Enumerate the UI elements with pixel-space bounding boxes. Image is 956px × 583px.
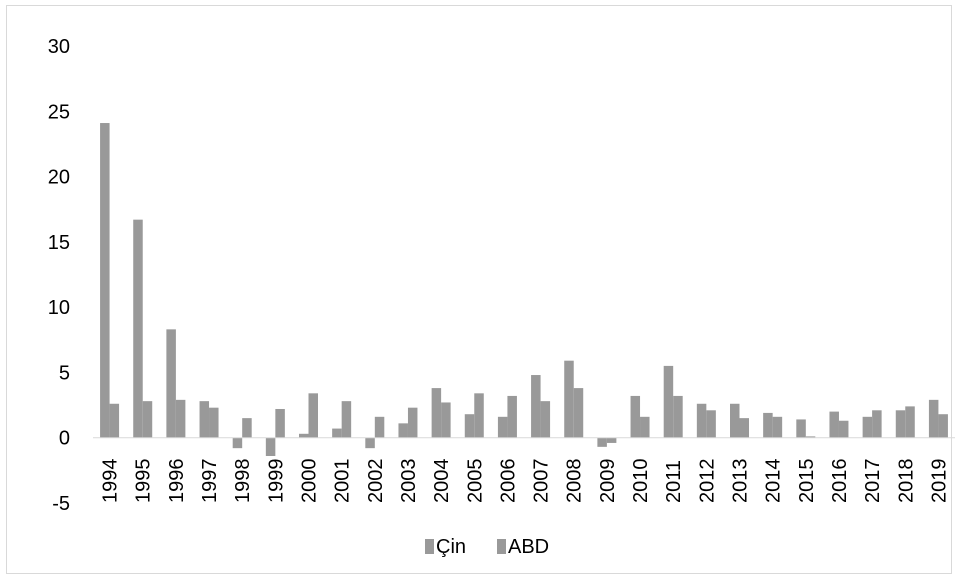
bars (100, 123, 948, 456)
x-tick-label: 2018 (895, 459, 917, 504)
bar-abd-2007 (540, 401, 551, 438)
y-tick-label: 20 (48, 167, 70, 189)
bar-abd-2016 (838, 420, 849, 438)
bar-cin-2012 (696, 403, 707, 438)
bar-abd-1994 (109, 403, 120, 438)
x-tick-label: 2017 (862, 459, 884, 504)
x-tick-label: 2006 (497, 459, 519, 504)
legend-swatch (425, 539, 434, 554)
bar-abd-2009 (606, 437, 617, 443)
bar-cin-2009 (597, 437, 607, 447)
bar-cin-1999 (265, 437, 276, 456)
bar-cin-1995 (133, 219, 143, 438)
x-tick-label: 1997 (199, 459, 221, 504)
bar-cin-2014 (763, 412, 773, 438)
x-tick-label: 2001 (332, 459, 354, 504)
x-tick-label: 2002 (365, 459, 387, 504)
x-tick-label: 2008 (564, 459, 586, 504)
bar-abd-1999 (275, 408, 285, 438)
y-tick-label: -5 (52, 493, 70, 515)
y-tick-label: 10 (48, 297, 70, 319)
bar-cin-1994 (100, 123, 110, 438)
x-tick-label: 2012 (696, 459, 718, 504)
bar-cin-2018 (895, 410, 906, 438)
bar-abd-2000 (308, 393, 318, 438)
bar-cin-2007 (531, 375, 541, 438)
bar-abd-2014 (772, 416, 783, 438)
y-tick-label: 5 (59, 362, 70, 384)
x-tick-label: 2014 (763, 459, 785, 504)
bar-cin-2013 (730, 403, 740, 438)
x-tick-label: 2005 (464, 459, 486, 504)
x-tick-label: 2015 (796, 459, 818, 504)
x-tick-label: 2013 (730, 459, 752, 504)
bar-abd-1998 (242, 418, 252, 438)
bar-abd-2017 (872, 410, 882, 438)
chart-border (6, 5, 952, 574)
bar-abd-2011 (673, 395, 683, 438)
legend: Çin ABD (425, 536, 549, 558)
x-tick-label: 1998 (232, 459, 254, 504)
x-tick-label: 1996 (166, 459, 188, 504)
bar-cin-2006 (497, 416, 508, 438)
bar-abd-1996 (175, 399, 186, 438)
y-tick-label: 15 (48, 232, 70, 254)
bar-abd-2006 (507, 395, 517, 438)
bar-cin-2004 (431, 388, 442, 438)
bar-cin-1996 (166, 329, 176, 438)
bar-cin-1997 (199, 401, 210, 438)
bar-abd-2013 (739, 418, 749, 438)
bar-abd-2008 (573, 388, 584, 438)
x-tick-label: 2010 (630, 459, 652, 504)
bar-cin-2015 (796, 419, 806, 438)
x-axis: 1994 1995 1996 1997 1998 1999 2000 2001 2002 2003… (100, 459, 951, 504)
x-tick-label: 1995 (133, 459, 155, 504)
bar-abd-2002 (374, 416, 385, 438)
bar-cin-2010 (630, 395, 641, 438)
x-tick-label: 2000 (299, 459, 321, 504)
y-tick-label: 0 (59, 428, 70, 450)
bar-abd-2019 (938, 414, 948, 438)
bar-abd-2003 (407, 407, 418, 438)
bar-cin-2001 (332, 428, 342, 438)
x-tick-label: 2019 (928, 459, 950, 504)
x-tick-label: 2003 (398, 459, 420, 504)
x-tick-label: 2009 (597, 459, 619, 504)
bar-cin-2008 (564, 360, 574, 438)
y-tick-label: 25 (48, 101, 70, 123)
y-tick-label: 30 (48, 36, 70, 58)
bar-abd-1995 (142, 401, 153, 438)
bar-cin-2016 (829, 411, 839, 438)
x-tick-label: 2004 (431, 459, 453, 504)
x-tick-label: 2016 (829, 459, 851, 504)
legend-swatch (497, 539, 506, 554)
bar-cin-2002 (365, 437, 375, 449)
bar-abd-2005 (474, 393, 484, 438)
bar-abd-2010 (640, 416, 650, 438)
bar-abd-2015 (805, 436, 816, 438)
x-tick-label: 1999 (265, 459, 287, 504)
bar-cin-2000 (299, 433, 309, 438)
x-tick-label: 1994 (100, 459, 122, 504)
bar-abd-1997 (209, 407, 219, 438)
x-tick-label: 2011 (663, 460, 685, 503)
bar-abd-2004 (441, 402, 451, 438)
y-axis: -5 0 5 10 15 20 25 30 (48, 36, 70, 515)
bar-cin-1998 (232, 437, 243, 449)
bar-abd-2001 (341, 401, 352, 438)
legend-label: ABD (508, 536, 549, 558)
bar-cin-2017 (862, 416, 873, 438)
bar-cin-2003 (398, 423, 408, 438)
legend-label: Çin (436, 536, 466, 558)
x-tick-label: 2007 (531, 459, 553, 504)
bar-cin-2019 (928, 399, 939, 438)
bar-abd-2018 (905, 406, 915, 438)
bar-cin-2005 (464, 414, 475, 438)
bar-cin-2011 (663, 365, 674, 438)
bar-abd-2012 (706, 410, 716, 438)
